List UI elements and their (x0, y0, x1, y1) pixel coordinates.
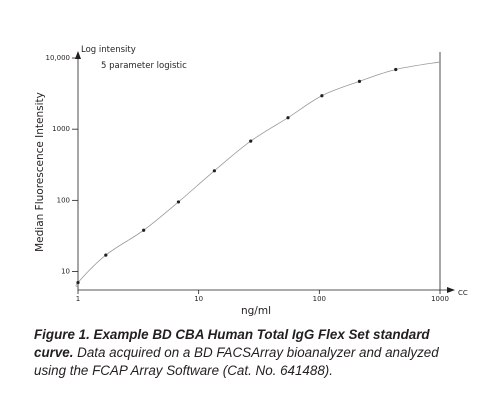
x-axis-title: ng/ml (241, 305, 271, 317)
data-point (394, 67, 398, 72)
x-tick-label: 100 (313, 295, 326, 303)
data-point (249, 139, 253, 143)
y-tick-label: 100 (57, 196, 70, 204)
log-intensity-label: Log intensity (81, 45, 136, 55)
x-axis-end-label: CC (458, 289, 468, 297)
axis-ticks: 10 100 1000 10,000 1 10 100 1000 (46, 54, 449, 303)
data-point (76, 280, 80, 285)
data-points (76, 67, 398, 285)
figure-caption: Figure 1. Example BD CBA Human Total IgG… (34, 326, 454, 381)
data-point (357, 79, 362, 83)
x-tick-label: 10 (194, 295, 203, 303)
x-axis-arrowhead (447, 287, 455, 293)
data-point (286, 116, 290, 120)
y-tick-label: 10 (61, 268, 70, 276)
data-point (176, 200, 181, 204)
y-tick-label: 1000 (52, 125, 70, 133)
y-tick-label: 10,000 (46, 54, 71, 62)
caption-title: Figure 1. Example BD CBA Human Total IgG… (34, 327, 430, 361)
y-axis-arrowhead (75, 51, 81, 59)
fit-model-label: 5 parameter logistic (101, 61, 187, 71)
x-tick-label: 1000 (431, 295, 449, 303)
caption-body: Data acquired on a BD FACSArray bioanaly… (34, 345, 439, 379)
data-point (104, 253, 108, 257)
data-point (212, 169, 216, 173)
x-tick-label: 1 (76, 295, 80, 303)
data-point (320, 94, 324, 98)
fit-curve-line (75, 61, 441, 287)
data-point (142, 228, 146, 232)
y-axis-title: Median Fluorescence Intensity (34, 92, 46, 252)
chart-axes (75, 51, 455, 293)
